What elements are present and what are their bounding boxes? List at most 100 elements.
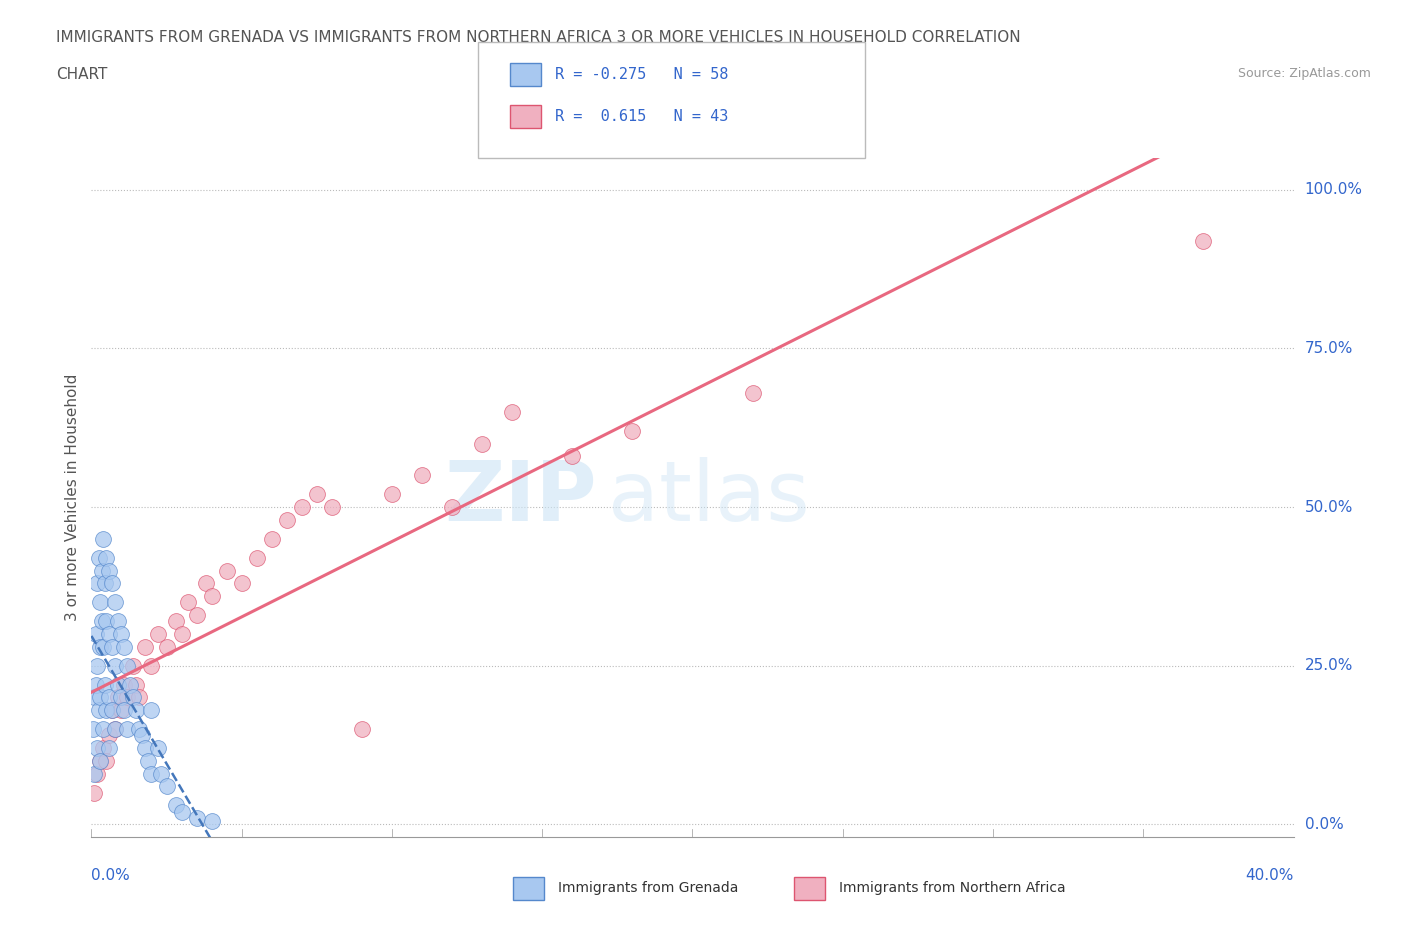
Point xyxy=(84,627,107,642)
Point xyxy=(82,722,104,737)
Text: 0.0%: 0.0% xyxy=(91,868,131,883)
Point xyxy=(441,499,464,514)
Text: 25.0%: 25.0% xyxy=(1305,658,1353,673)
Point xyxy=(260,531,283,546)
Point xyxy=(110,703,132,718)
Point xyxy=(117,722,139,737)
Point xyxy=(122,690,145,705)
Point xyxy=(125,677,148,692)
Point xyxy=(98,728,121,743)
Point xyxy=(89,690,111,705)
Point xyxy=(93,722,115,737)
Point xyxy=(155,639,177,654)
Point xyxy=(146,740,169,755)
Point xyxy=(84,677,107,692)
Point xyxy=(98,690,121,705)
Point xyxy=(83,785,105,800)
Point xyxy=(194,576,217,591)
Point xyxy=(176,595,198,610)
Point xyxy=(110,627,132,642)
Point xyxy=(411,468,433,483)
Point xyxy=(117,690,139,705)
Point xyxy=(138,753,160,768)
Point xyxy=(141,658,163,673)
Point xyxy=(134,639,156,654)
Point xyxy=(149,766,172,781)
Point xyxy=(215,563,238,578)
Point xyxy=(104,722,127,737)
Point xyxy=(246,551,269,565)
Point xyxy=(83,690,105,705)
Point xyxy=(96,551,118,565)
Point xyxy=(114,639,136,654)
Point xyxy=(141,766,163,781)
Point xyxy=(186,811,208,826)
Point xyxy=(89,753,111,768)
Point xyxy=(561,449,583,464)
Point xyxy=(110,690,132,705)
Point xyxy=(170,804,193,819)
Point xyxy=(128,722,150,737)
Point xyxy=(93,639,115,654)
Text: IMMIGRANTS FROM GRENADA VS IMMIGRANTS FROM NORTHERN AFRICA 3 OR MORE VEHICLES IN: IMMIGRANTS FROM GRENADA VS IMMIGRANTS FR… xyxy=(56,30,1021,45)
Point xyxy=(94,576,117,591)
Point xyxy=(114,677,136,692)
Point xyxy=(86,576,108,591)
Point xyxy=(96,614,118,629)
Point xyxy=(114,703,136,718)
Point xyxy=(128,690,150,705)
Point xyxy=(90,563,112,578)
Point xyxy=(120,677,142,692)
Text: Immigrants from Grenada: Immigrants from Grenada xyxy=(558,881,738,896)
Point xyxy=(98,627,121,642)
Point xyxy=(87,703,110,718)
Text: 0.0%: 0.0% xyxy=(1305,817,1343,831)
Point xyxy=(621,423,644,438)
Point xyxy=(93,531,115,546)
Text: 75.0%: 75.0% xyxy=(1305,341,1353,356)
Text: R =  0.615   N = 43: R = 0.615 N = 43 xyxy=(555,109,728,124)
Point xyxy=(96,753,118,768)
Text: 50.0%: 50.0% xyxy=(1305,499,1353,514)
Point xyxy=(107,690,129,705)
Point xyxy=(86,766,108,781)
Point xyxy=(291,499,314,514)
Point xyxy=(305,487,328,502)
Point xyxy=(276,512,298,527)
Text: 100.0%: 100.0% xyxy=(1305,182,1362,197)
Point xyxy=(231,576,253,591)
Point xyxy=(101,703,124,718)
Point xyxy=(141,703,163,718)
Point xyxy=(101,703,124,718)
Point xyxy=(90,614,112,629)
Text: R = -0.275   N = 58: R = -0.275 N = 58 xyxy=(555,67,728,82)
Point xyxy=(101,639,124,654)
Point xyxy=(98,563,121,578)
Point xyxy=(501,405,523,419)
Point xyxy=(165,614,187,629)
Point xyxy=(155,778,177,793)
Point xyxy=(471,436,494,451)
Text: Immigrants from Northern Africa: Immigrants from Northern Africa xyxy=(839,881,1066,896)
Point xyxy=(87,551,110,565)
Point xyxy=(107,677,129,692)
Point xyxy=(201,589,224,604)
Point xyxy=(186,607,208,622)
Point xyxy=(89,753,111,768)
Point xyxy=(94,677,117,692)
Point xyxy=(381,487,404,502)
Text: Source: ZipAtlas.com: Source: ZipAtlas.com xyxy=(1237,67,1371,80)
Point xyxy=(741,385,763,400)
Point xyxy=(89,595,111,610)
Point xyxy=(83,766,105,781)
Point xyxy=(1192,233,1215,248)
Point xyxy=(165,798,187,813)
Point xyxy=(104,722,127,737)
Text: atlas: atlas xyxy=(609,457,810,538)
Text: 40.0%: 40.0% xyxy=(1246,868,1294,883)
Point xyxy=(86,740,108,755)
Y-axis label: 3 or more Vehicles in Household: 3 or more Vehicles in Household xyxy=(65,374,80,621)
Point xyxy=(170,627,193,642)
Point xyxy=(350,722,373,737)
Text: ZIP: ZIP xyxy=(444,457,596,538)
